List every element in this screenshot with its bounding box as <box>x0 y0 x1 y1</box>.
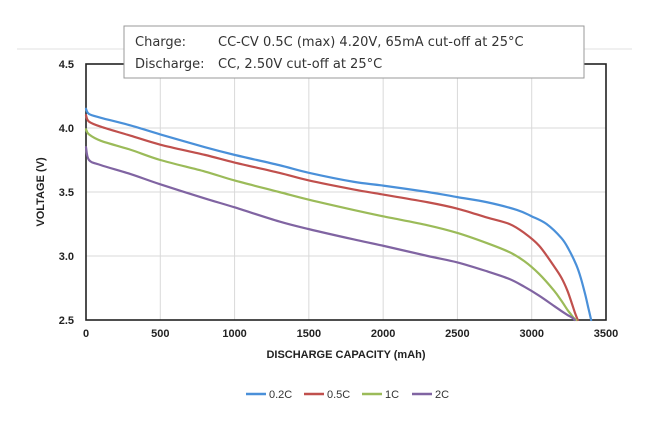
y-tick-label: 4.0 <box>59 123 74 135</box>
annotation-box-frame <box>123 25 585 79</box>
y-tick-label: 2.5 <box>59 315 74 327</box>
series-line-0-2c <box>84 107 593 322</box>
legend-item: 0.5C <box>304 389 350 401</box>
x-tick-label: 0 <box>83 328 89 340</box>
gridlines <box>86 64 606 320</box>
annotation-charge-value: CC-CV 0.5C (max) 4.20V, 65mA cut-off at … <box>218 35 524 50</box>
legend-label: 0.2C <box>269 389 292 401</box>
legend-item: 1C <box>362 389 399 401</box>
x-tick-label: 3500 <box>594 328 618 340</box>
legend-label: 1C <box>385 389 399 401</box>
y-tick-label: 3.0 <box>59 251 74 263</box>
legend-label: 0.5C <box>327 389 350 401</box>
legend-item: 2C <box>412 389 449 401</box>
annotation-box: Charge: CC-CV 0.5C (max) 4.20V, 65mA cut… <box>123 25 585 79</box>
y-axis-title: VOLTAGE (V) <box>35 157 47 227</box>
x-tick-label: 1500 <box>297 328 321 340</box>
x-tick-label: 500 <box>151 328 169 340</box>
x-axis-title: DISCHARGE CAPACITY (mAh) <box>266 349 425 361</box>
series-line-0-5c <box>84 114 579 322</box>
annotation-charge-label: Charge: <box>135 35 186 50</box>
x-tick-label: 1000 <box>222 328 246 340</box>
tick-labels: 0 500 1000 1500 2000 2500 3000 3500 2.5 3.0 3.5 4.0… <box>59 59 619 340</box>
y-tick-label: 3.5 <box>59 187 74 199</box>
legend-label: 2C <box>435 389 449 401</box>
x-tick-label: 2500 <box>445 328 469 340</box>
series-line-1c <box>84 128 578 322</box>
series-line-2c <box>84 146 576 322</box>
legend: 0.2C 0.5C 1C 2C <box>246 389 449 401</box>
annotation-discharge-value: CC, 2.50V cut-off at 25°C <box>218 57 382 72</box>
annotation-discharge-label: Discharge: <box>135 57 205 72</box>
x-tick-label: 3000 <box>519 328 543 340</box>
x-tick-label: 2000 <box>371 328 395 340</box>
legend-item: 0.2C <box>246 389 292 401</box>
y-tick-label: 4.5 <box>59 59 74 71</box>
series-layer <box>84 107 593 322</box>
